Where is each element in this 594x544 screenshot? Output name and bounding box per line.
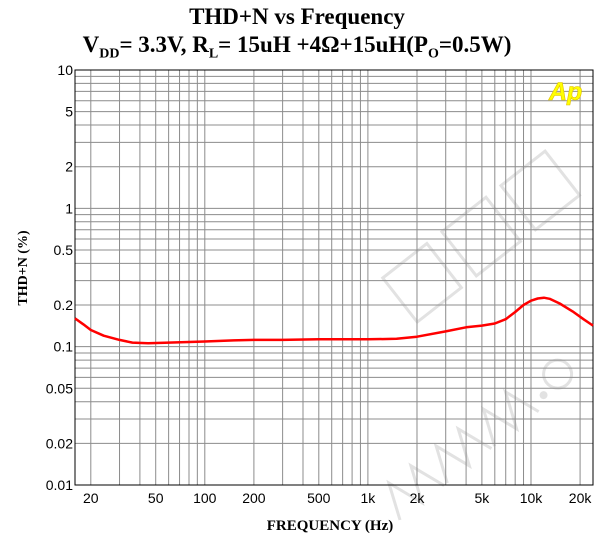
x-tick-label: 50	[148, 490, 164, 506]
x-tick-label: 1k	[360, 490, 376, 506]
y-tick-label: 10	[57, 62, 73, 78]
subtitle-vdd-sub: DD	[99, 46, 120, 62]
y-ticks: 10 5 2 1 0.5 0.2 0.1 0.05 0.02 0.01	[46, 62, 73, 493]
subtitle-rl-value: = 15uH +4Ω+15uH(P	[218, 32, 428, 57]
y-tick-label: 0.05	[46, 380, 73, 396]
subtitle-vdd-value: = 3.3V, R	[119, 32, 209, 57]
y-tick-label: 0.01	[46, 477, 73, 493]
subtitle-vdd-symbol: V	[82, 32, 100, 57]
subtitle-rl-sub: L	[208, 46, 219, 62]
watermark	[380, 149, 582, 521]
x-tick-label: 200	[242, 490, 266, 506]
chart-subtitle: VDD= 3.3V, RL= 15uH +4Ω+15uH(PO=0.5W)	[0, 32, 594, 63]
y-tick-label: 5	[65, 104, 73, 120]
y-tick-label: 1	[65, 200, 73, 216]
x-tick-label: 2k	[410, 490, 426, 506]
subtitle-po-sub: O	[427, 46, 439, 62]
plot-frame	[74, 69, 594, 486]
y-tick-label: 0.1	[54, 339, 74, 355]
y-tick-label: 0.5	[54, 242, 74, 258]
series-layer	[74, 296, 594, 345]
x-tick-label: 100	[193, 490, 217, 506]
ap-logo: Ap	[548, 78, 583, 107]
series-line	[74, 296, 594, 345]
x-tick-label: 20k	[569, 490, 593, 506]
chart-title: THD+N vs Frequency	[189, 4, 405, 29]
x-tick-label: 5k	[474, 490, 490, 506]
x-axis-label: FREQUENCY (Hz)	[267, 518, 394, 534]
x-tick-label: 10k	[520, 490, 544, 506]
y-axis-label: THD+N (%)	[16, 230, 31, 306]
ap-logo-text: Ap	[548, 78, 582, 106]
grid	[75, 70, 593, 485]
x-tick-label: 20	[83, 490, 99, 506]
y-tick-label: 0.2	[54, 297, 74, 313]
y-tick-label: 0.02	[46, 435, 73, 451]
x-ticks: 20 50 100 200 500 1k 2k 5k 10k 20k	[83, 490, 592, 506]
y-tick-label: 2	[65, 159, 73, 175]
subtitle-po-value: =0.5W)	[438, 32, 512, 57]
x-tick-label: 500	[307, 490, 331, 506]
